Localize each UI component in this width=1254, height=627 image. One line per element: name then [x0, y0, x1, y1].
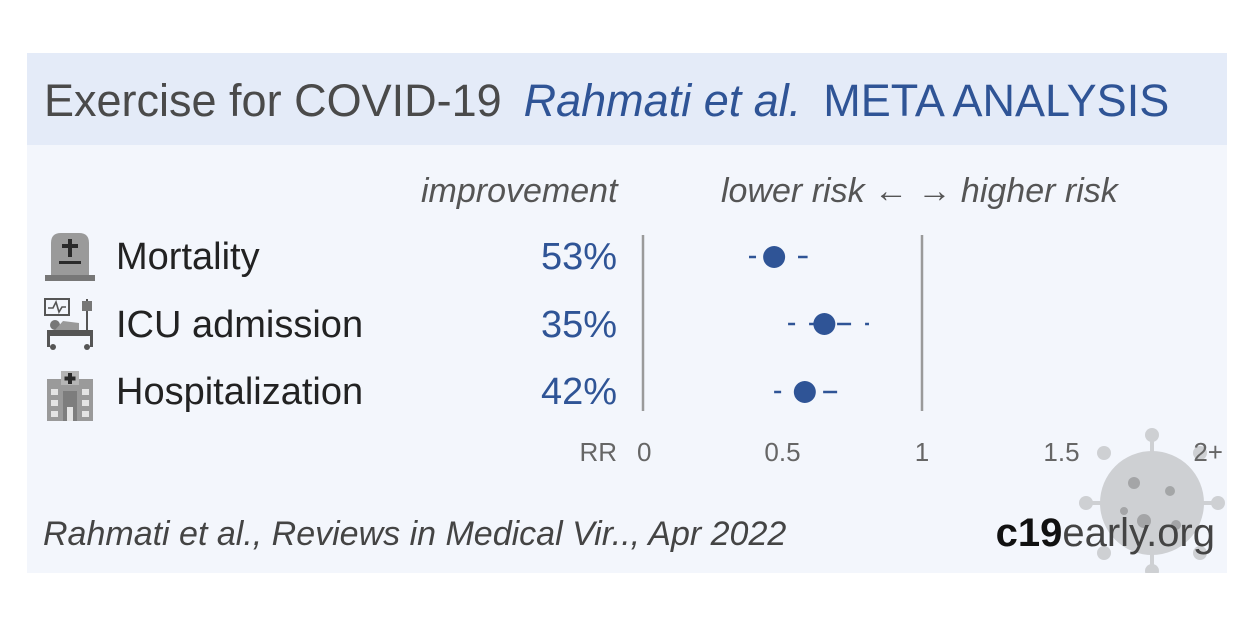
x-tick-label: 2+ — [1193, 437, 1223, 467]
improvement-value-mortality: 53% — [540, 236, 617, 278]
virus-watermark-icon — [1079, 428, 1225, 573]
point-estimate-mortality — [763, 246, 786, 268]
point-estimate-hospitalization — [793, 381, 816, 403]
topic-title: Exercise for COVID-19 — [44, 75, 502, 126]
row-label-hospitalization: Hospitalization — [116, 371, 364, 413]
summary-card: Exercise for COVID-19 Rahmati et al. META … — [27, 53, 1227, 573]
x-axis-label: RR — [579, 437, 617, 467]
brand-bold-text: c19 — [995, 511, 1063, 555]
brand-rest-text: early.org — [1062, 511, 1215, 555]
risk-direction-header: lower risk ← → higher risk — [721, 172, 1118, 210]
row-label-icu-admission: ICU admission — [116, 304, 364, 346]
page-title: Exercise for COVID-19 Rahmati et al. META … — [44, 73, 1169, 129]
hospital-icon — [47, 371, 93, 421]
forest-plot: RR 0 0.5 1 1.5 2+ — [579, 235, 1223, 467]
x-tick-label: 1.5 — [1043, 437, 1079, 467]
citation-text: Rahmati et al., Reviews in Medical Vir..… — [43, 515, 787, 553]
authors-title: Rahmati et al. — [523, 75, 802, 126]
analysis-type-title: META ANALYSIS — [823, 75, 1170, 126]
row-label-mortality: Mortality — [116, 236, 260, 278]
x-tick-label: 1 — [915, 437, 929, 467]
brand-logo[interactable]: c19early.org — [996, 509, 1215, 557]
improvement-column-header: improvement — [421, 172, 618, 210]
x-tick-label: 0.5 — [764, 437, 800, 467]
icu-bed-icon — [44, 298, 93, 350]
improvement-value-icu-admission: 35% — [540, 304, 617, 346]
tombstone-icon — [45, 233, 95, 281]
x-tick-label: 0 — [637, 437, 651, 467]
improvement-value-hospitalization: 42% — [540, 371, 617, 413]
header-bar: Exercise for COVID-19 Rahmati et al. META … — [27, 53, 1227, 145]
point-estimate-icu-admission — [813, 313, 836, 335]
